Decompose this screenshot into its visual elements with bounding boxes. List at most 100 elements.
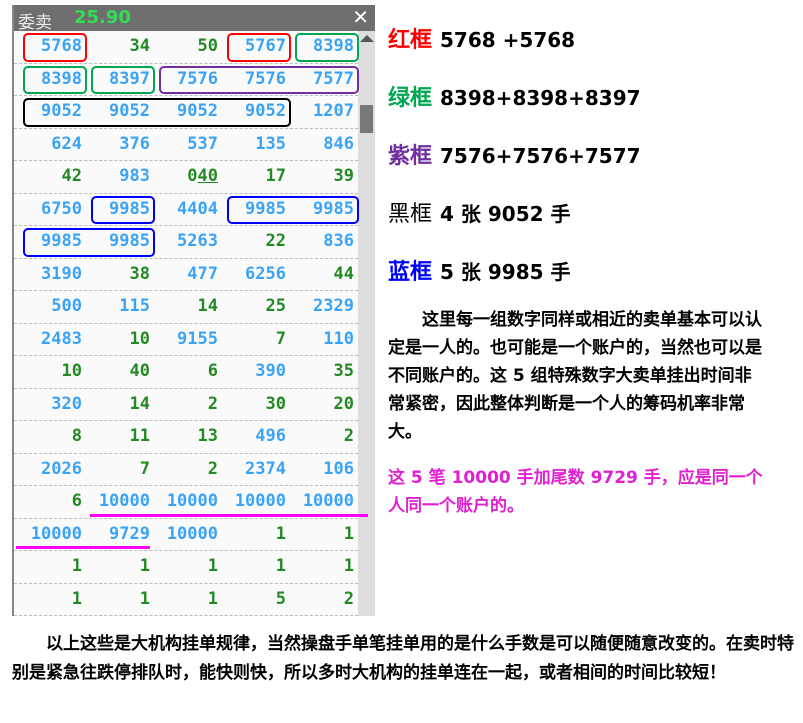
order-cell: 34 — [129, 36, 150, 56]
order-cell: 1 — [207, 556, 218, 576]
order-cell: 10000 — [166, 491, 218, 511]
order-cell: 496 — [255, 426, 286, 446]
highlight-box — [227, 33, 291, 62]
order-row: 5768 34 50 5767 8398 — [14, 31, 358, 64]
note-value: 5768 +5768 — [440, 28, 576, 52]
annotation-notes: 红框 5768 +5768 绿框 8398+8398+8397 紫框 7576+757… — [388, 22, 763, 520]
order-cell: 477 — [187, 263, 218, 284]
price: 25.90 — [74, 7, 131, 28]
order-cell: 4404 — [177, 198, 218, 219]
highlight-box — [23, 228, 155, 257]
order-cell: 500 — [51, 296, 82, 316]
order-cell: 44 — [333, 263, 354, 284]
order-cell: 9155 — [177, 328, 218, 349]
analysis-paragraph: 这里每一组数字同样或相近的卖单基本可以认定是一人的。也可能是一个账户的，当然也可… — [388, 310, 762, 442]
order-cell: 1 — [139, 556, 150, 576]
order-cell: 320 — [51, 393, 82, 414]
scroll-thumb[interactable] — [360, 105, 373, 133]
order-cell: 1 — [275, 523, 286, 544]
note-label: 红框 — [388, 28, 433, 53]
order-cell: 537 — [187, 133, 218, 154]
order-cell: 9985 — [41, 231, 82, 251]
order-cell: 1 — [71, 588, 82, 609]
order-cell: 1207 — [313, 101, 354, 121]
highlight-box — [23, 33, 87, 62]
order-cell: 9729 — [109, 523, 150, 544]
order-cell: 5768 — [41, 36, 82, 56]
order-cell: 7576 — [177, 68, 218, 89]
note-label: 蓝框 — [388, 260, 433, 285]
order-row: 6750 9985 4404 9985 9985 — [14, 194, 358, 226]
order-cell: 10000 — [166, 523, 218, 544]
highlight-underline — [16, 546, 150, 549]
highlight-box — [227, 195, 359, 224]
order-cell: 10 — [61, 361, 82, 381]
order-row: 320 14 2 30 20 — [14, 389, 358, 421]
order-cell: 5 — [275, 588, 286, 609]
order-row: 1 1 1 1 1 — [14, 551, 358, 584]
note-purple: 紫框 7576+7576+7577 — [388, 138, 763, 196]
scroll-up-icon[interactable] — [360, 35, 374, 42]
order-row: 2483 10 9155 7 110 — [14, 324, 358, 356]
order-cell: 10000 — [302, 491, 354, 511]
order-cell: 10000 — [98, 491, 150, 511]
order-cell: 1 — [71, 556, 82, 576]
order-cell: 10000 — [234, 491, 286, 511]
order-cell: 624 — [51, 133, 82, 154]
order-cell: 9052 — [41, 101, 82, 121]
order-cell: 9052 — [109, 101, 150, 121]
order-row: 624 376 537 135 846 — [14, 129, 358, 161]
note-red: 红框 5768 +5768 — [388, 22, 763, 80]
order-cell: 110 — [323, 328, 354, 349]
order-cell: 8397 — [109, 68, 150, 89]
order-cell: 106 — [323, 458, 354, 479]
order-cell: 3190 — [41, 263, 82, 284]
order-cell: 38 — [129, 263, 150, 284]
order-row: 10 40 6 390 35 — [14, 356, 358, 389]
highlight-underline — [90, 513, 368, 517]
order-cell: 9985 — [109, 231, 150, 251]
order-cell: 7 — [275, 328, 286, 349]
order-cell: 1 — [343, 556, 354, 576]
highlight-box — [23, 65, 87, 94]
close-icon[interactable]: ✕ — [352, 5, 369, 29]
order-cell: 390 — [255, 361, 286, 381]
order-cell: 9052 — [177, 101, 218, 121]
order-cell: 6 — [207, 361, 218, 381]
note-label: 紫框 — [388, 144, 433, 169]
order-cell: 40 — [129, 361, 150, 381]
highlight-box — [23, 98, 291, 127]
order-cell: 35 — [333, 361, 354, 381]
order-cell: 7576 — [245, 68, 286, 89]
order-cell: 11 — [129, 426, 150, 446]
note-value: 4 张 9052 手 — [440, 202, 571, 226]
order-cell: 6 — [71, 491, 82, 511]
order-cell: 13 — [197, 426, 218, 446]
order-cell: 836 — [323, 231, 354, 251]
scrollbar[interactable] — [358, 31, 375, 616]
note-label: 绿框 — [388, 86, 433, 111]
order-cell: 2026 — [41, 458, 82, 479]
order-cell: 7 — [139, 458, 150, 479]
order-cell: 50 — [197, 36, 218, 56]
note-value: 5 张 9985 手 — [440, 260, 571, 284]
highlight-box — [159, 65, 359, 94]
order-cell: 6750 — [41, 198, 82, 219]
order-cell: 376 — [119, 133, 150, 154]
order-cell: 17 — [265, 166, 286, 186]
pink-note: 这 5 笔 10000 手加尾数 9729 手，应是同一个人同一个账户的。 — [388, 468, 763, 516]
order-row: 1 1 1 5 2 — [14, 584, 358, 616]
sell-orders-grid: 5768 34 50 5767 8398 8398 8397 7576 7576 7577 9052… — [14, 31, 358, 616]
order-cell: 25 — [265, 296, 286, 316]
order-cell: 9985 — [313, 198, 354, 219]
note-green: 绿框 8398+8398+8397 — [388, 80, 763, 138]
order-row: 9985 9985 5263 22 836 — [14, 226, 358, 259]
highlight-box — [91, 195, 155, 224]
order-cell: 983 — [119, 166, 150, 186]
order-cell: 1 — [275, 556, 286, 576]
highlight-box — [91, 65, 155, 94]
order-row: 3190 38 477 6256 44 — [14, 259, 358, 291]
order-cell: 7577 — [313, 68, 354, 89]
order-cell: 42 — [61, 166, 82, 186]
title-bar: 委卖 25.90 ✕ — [14, 5, 375, 33]
